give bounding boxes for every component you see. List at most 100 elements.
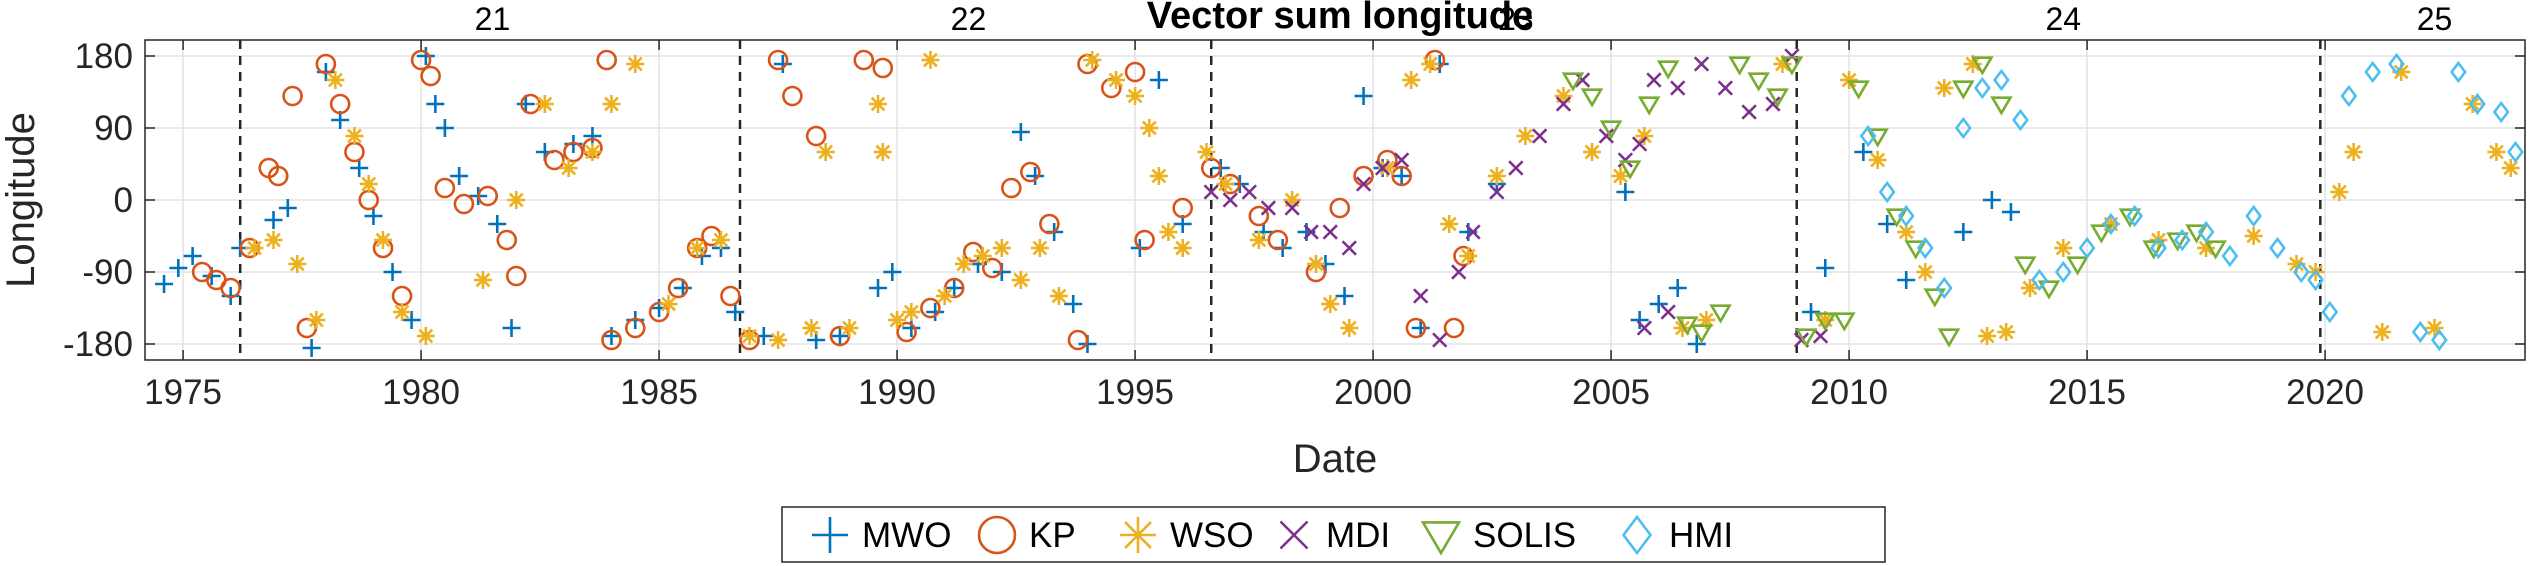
kp-point [496,229,518,251]
mwo-point [1816,259,1835,277]
legend-item-mwo: MWO [812,516,951,555]
wso-point [769,331,788,349]
mdi-point [1451,264,1467,280]
legend-marker-kp [977,515,1017,555]
wso-point [1516,127,1535,145]
wso-point [1916,263,1935,281]
hmi-point [2126,204,2144,228]
wso-point [307,311,326,329]
legend-marker-hmi [1621,514,1653,556]
wso-point [1306,255,1325,273]
mdi-point [1241,184,1257,200]
mwo-point [926,303,945,321]
kp-point [1329,197,1351,219]
mdi-point [1432,332,1448,348]
hmi-point [1916,236,1934,260]
wso-point [1083,51,1102,69]
wso-point [583,143,602,161]
kp-point [410,49,432,71]
mdi-point [1355,176,1372,192]
wso-point [1459,247,1478,265]
wso-point [535,95,554,113]
solis-point [2204,240,2227,260]
wso-point [416,327,435,345]
wso-point [1140,119,1159,137]
wso-point [2197,239,2216,257]
hmi-point [1878,180,1896,204]
hmi-point [2269,236,2286,260]
wso-point [1402,71,1421,89]
hmi-point [2492,100,2510,124]
hmi-point [1993,68,2010,92]
mdi-point [1222,192,1238,208]
cycle-label: 22 [951,1,987,37]
mdi-point [1646,72,1662,88]
hmi-point [1973,76,1991,100]
kp-point [601,329,622,351]
wso-point [873,143,892,161]
kp-point [981,257,1003,279]
mdi-point [1465,224,1481,240]
mwo-point [383,263,402,281]
kp-point [267,165,289,187]
wso-point [888,311,907,329]
mwo-point [416,47,435,65]
kp-point [896,321,917,343]
mwo-point [183,247,202,265]
hmi-point [1935,276,1953,300]
cycle-label: 24 [2045,1,2081,37]
wso-point [2344,143,2363,161]
wso-point [740,327,759,345]
kp-point [1067,329,1089,351]
x-tick-label: 2010 [1810,373,1888,412]
mwo-point [488,215,507,233]
legend-marker-mwo [812,517,848,553]
solis-point [2066,256,2089,276]
chart-title: Vector sum longitude [1147,0,1533,37]
mwo-point [883,263,902,281]
legend-marker-solis [1420,521,1462,556]
mwo-point [1897,271,1916,289]
kp-point [505,265,527,287]
mdi-point [1812,328,1829,344]
kp-point [1248,205,1270,227]
kp-point [596,49,618,71]
hmi-point [2388,52,2405,76]
wso-point [2244,227,2263,245]
mdi-point [1508,160,1524,176]
wso-point [1997,323,2016,341]
wso-point [902,303,921,321]
legend-label-wso: WSO [1170,516,1254,555]
mdi-point [1784,48,1800,64]
hmi-point [2364,60,2382,84]
solis-point [1599,120,1623,140]
mdi-point [1303,224,1319,240]
wso-point [1011,271,1030,289]
solis-point [1709,304,1732,324]
x-axis-label: Date [1293,437,1378,481]
mwo-point [516,95,535,113]
mwo-point [869,279,888,297]
legend-marker-mdi [1279,520,1309,550]
wso-point [473,271,492,289]
hmi-point [2411,320,2429,344]
solis-point [2013,256,2037,276]
hmi-point [2054,260,2072,284]
solis-point [1637,96,1661,116]
mwo-point [435,119,454,137]
mwo-point [1854,143,1873,161]
wso-point [2054,239,2073,257]
hmi-point [2031,268,2048,292]
wso-point [1049,287,1068,305]
mdi-point [1341,240,1357,256]
solis-point [1794,328,1818,348]
mwo-point [1802,303,1820,321]
mwo-point [1954,223,1973,241]
cycle-boundaries [238,40,2322,360]
wso-point [1421,55,1440,73]
hmi-point [1859,124,1877,148]
solis-point [1766,88,1789,108]
kp-point [477,185,499,207]
kp-point [315,53,337,75]
